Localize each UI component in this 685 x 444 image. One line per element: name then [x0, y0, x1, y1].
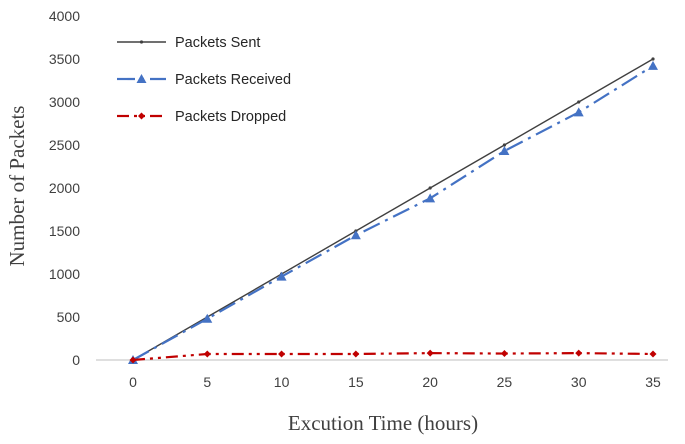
y-tick-label: 1000: [49, 266, 80, 282]
x-tick-label: 35: [645, 374, 661, 390]
y-tick-label: 2500: [49, 137, 80, 153]
x-tick-label: 30: [571, 374, 587, 390]
x-tick-label: 15: [348, 374, 364, 390]
y-tick-label: 1500: [49, 223, 80, 239]
legend-item: Packets Sent: [117, 35, 260, 51]
data-point: [648, 60, 658, 70]
data-point: [499, 146, 510, 156]
y-tick-label: 4000: [49, 8, 80, 24]
data-point: [428, 186, 432, 190]
legend-label: Packets Sent: [175, 35, 260, 51]
y-tick-label: 0: [72, 352, 80, 368]
data-point: [203, 350, 211, 358]
y-axis-title: Number of Packets: [5, 106, 29, 267]
y-tick-label: 3500: [49, 51, 80, 67]
y-tick-label: 2000: [49, 180, 80, 196]
x-tick-label: 20: [422, 374, 438, 390]
x-tick-label: 25: [497, 374, 513, 390]
data-point: [502, 143, 507, 147]
x-tick-label: 5: [203, 374, 211, 390]
series-layer: [128, 57, 658, 364]
legend: Packets Sent Packets Received Packets Drop…: [117, 35, 291, 125]
y-tick-label: 500: [57, 309, 81, 325]
data-point: [352, 350, 360, 358]
data-point: [202, 313, 213, 323]
x-axis-title: Excution Time (hours): [288, 411, 478, 435]
series-packets-received: [128, 60, 658, 364]
series-line: [132, 58, 654, 361]
data-point: [278, 350, 286, 358]
data-point: [276, 271, 287, 281]
data-point: [426, 349, 434, 357]
data-point: [577, 100, 581, 104]
legend-item: Packets Dropped: [117, 109, 286, 125]
data-point: [575, 349, 583, 357]
x-tick-label: 0: [129, 374, 137, 390]
legend-label: Packets Dropped: [175, 109, 286, 125]
legend-marker: [139, 40, 144, 44]
legend-label: Packets Received: [175, 72, 291, 88]
data-point: [425, 193, 436, 203]
axes: 0 500 1000 1500 2000 2500 3000 3500 4000 0 5 10 15 20…: [49, 8, 668, 390]
legend-marker: [136, 74, 147, 83]
legend-marker: [138, 112, 145, 120]
series-packets-sent: [131, 57, 655, 362]
data-point: [350, 230, 361, 240]
series-packets-dropped: [129, 349, 657, 364]
x-tick-label: 10: [274, 374, 290, 390]
y-tick-label: 3000: [49, 94, 80, 110]
data-point: [649, 350, 657, 358]
series-line: [132, 352, 654, 362]
data-point: [651, 57, 655, 61]
series-line: [132, 64, 654, 361]
data-point: [129, 356, 137, 364]
legend-item: Packets Received: [117, 72, 291, 88]
data-point: [500, 350, 508, 358]
data-point: [573, 107, 584, 117]
